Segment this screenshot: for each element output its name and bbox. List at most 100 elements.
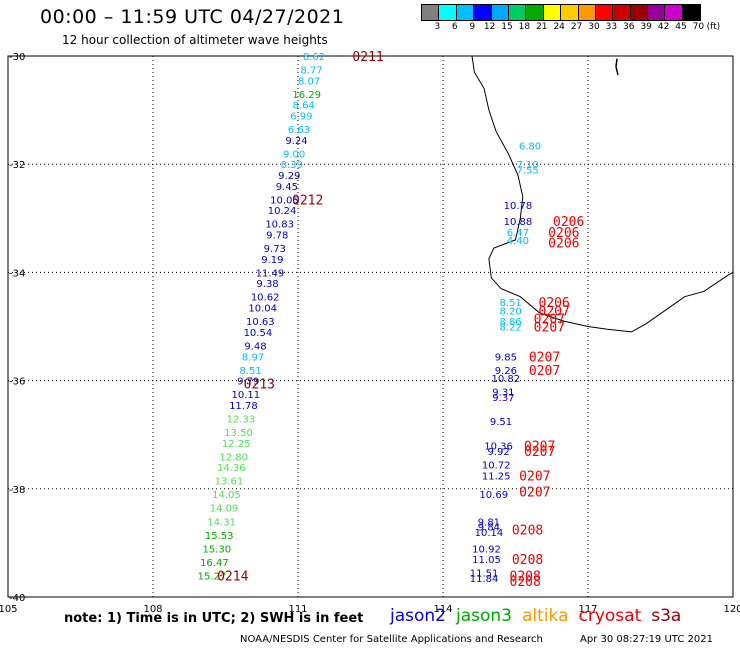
wave-height-label: 10.11 (231, 390, 260, 401)
wave-height-label: 11.05 (472, 555, 501, 566)
pass-id-label: 0206 (539, 296, 570, 311)
wave-height-label: 11.25 (482, 471, 511, 482)
wave-height-label: 9.24 (285, 136, 307, 147)
wave-height-label: 13.61 (215, 477, 244, 488)
wave-height-label: 12.33 (227, 414, 256, 425)
wave-height-label: 8.07 (298, 76, 320, 87)
pass-id-label: 0212 (292, 193, 323, 208)
color-scale-label: 42 (657, 22, 670, 32)
wave-height-label: 11.84 (470, 574, 499, 585)
y-tick-label: -38 (9, 485, 25, 496)
color-scale-swatches (421, 4, 702, 21)
wave-height-label: 10.83 (265, 220, 294, 231)
color-swatch (508, 5, 527, 20)
color-scale-label: 70 (692, 22, 705, 32)
wave-height-label: 6.63 (288, 125, 310, 136)
wave-height-label: 9.38 (256, 279, 278, 290)
pass-id-label: 0208 (512, 523, 543, 538)
x-tick-label: 108 (143, 604, 162, 615)
wave-height-label: 9.92 (487, 447, 509, 458)
pass-id-label: 0208 (510, 575, 541, 590)
color-scale-label: 15 (501, 22, 513, 32)
wave-height-label: 6.47 (507, 228, 529, 239)
x-tick-label: 105 (0, 604, 18, 615)
wave-height-label: 6.99 (290, 112, 312, 123)
satellite-s3a: s3a (651, 606, 682, 626)
x-tick-label: 120 (723, 604, 740, 615)
color-scale-label: 12 (483, 22, 496, 32)
color-scale-unit: (ft) (706, 22, 721, 32)
wave-height-label: 14.09 (210, 504, 239, 515)
y-tick-label: -32 (9, 160, 25, 171)
wave-height-label: 10.54 (244, 328, 273, 339)
wave-height-label: 7.55 (516, 166, 538, 177)
color-swatch (665, 5, 683, 20)
y-tick-label: -34 (9, 268, 25, 279)
color-scale-label: 45 (675, 22, 687, 32)
color-scale-label: 30 (588, 22, 600, 32)
x-tick-label: 114 (433, 604, 452, 615)
wave-height-label: 9.51 (490, 417, 512, 428)
wave-height-label: 14.05 (212, 490, 241, 501)
wave-height-label: 10.62 (251, 293, 280, 304)
wave-height-label: 15.27 (198, 571, 227, 582)
wave-height-label: 10.14 (475, 528, 504, 539)
color-swatch (439, 5, 457, 20)
pass-labels: 0211021202130214020602060206020602070207… (217, 50, 584, 590)
wave-height-label: 4.40 (507, 236, 529, 247)
y-tick-label: -36 (9, 377, 25, 388)
color-swatch (630, 5, 649, 20)
credit-timestamp: Apr 30 08:27:19 UTC 2021 (580, 634, 713, 645)
wave-height-label: 10.63 (246, 317, 275, 328)
color-scale-label: 27 (570, 22, 583, 32)
map-frame (7, 55, 734, 598)
wave-height-label: 8.39 (281, 160, 303, 171)
color-scale-label: 18 (518, 22, 531, 32)
pass-id-label: 0207 (524, 445, 555, 460)
wave-height-label: 9.48 (244, 341, 266, 352)
pass-id-label: 0208 (512, 553, 543, 568)
pass-id-label: 0207 (519, 486, 550, 501)
wave-height-label: 9.31 (492, 387, 514, 398)
wave-height-label: 9.73 (264, 244, 286, 255)
color-scale-legend: 3 6 9 12 15 18 21 24 27 30 33 36 39 42 45 70 (ft) (421, 4, 720, 35)
wave-height-label: 15.30 (202, 544, 231, 555)
coastline (471, 55, 734, 333)
pass-id-label: 0207 (524, 440, 555, 455)
wave-height-label: 9.37 (492, 393, 514, 404)
color-scale-label: 39 (640, 22, 652, 32)
color-scale-label: 33 (605, 22, 618, 32)
x-tick-label: 111 (288, 604, 307, 615)
wave-height-label: 15.53 (205, 531, 234, 542)
color-swatch (474, 5, 492, 20)
satellite-altika: altika (522, 606, 569, 626)
wave-height-label: 10.04 (248, 304, 277, 315)
wave-height-label: 9.45 (276, 182, 298, 193)
y-tick-label: -30 (9, 52, 25, 63)
pass-id-label: 0207 (529, 350, 560, 365)
wave-height-label: 8.20 (500, 306, 522, 317)
color-swatch (595, 5, 614, 20)
wave-height-label: 10.36 (484, 442, 513, 453)
wave-height-label: 10.69 (479, 490, 508, 501)
pass-id-label: 0211 (352, 50, 383, 65)
wave-height-label: 8.64 (293, 101, 315, 112)
satellite-legend: jason2 jason3 altika cryosat s3a (390, 606, 691, 626)
color-swatch (613, 5, 631, 20)
pass-id-label: 0207 (539, 304, 570, 319)
page-title: 00:00 – 11:59 UTC 04/27/2021 (40, 6, 345, 28)
wave-height-label: 9.19 (261, 255, 283, 266)
wave-height-label: 11.78 (229, 401, 258, 412)
wave-height-label: 8.51 (240, 366, 262, 377)
color-swatch (422, 5, 440, 20)
wave-height-label: 10.88 (504, 217, 533, 228)
wave-height-label: 10.72 (482, 460, 511, 471)
wave-height-label: 8.22 (500, 323, 522, 334)
color-swatch (578, 5, 596, 20)
footer-note: note: 1) Time is in UTC; 2) SWH is in fe… (64, 611, 364, 626)
axis-ticks: 105 108 111 114 117 120 -30 -32 -34 -36 -38 -40 (0, 52, 740, 615)
wave-height-label: 9.29 (278, 171, 300, 182)
color-swatch (491, 5, 509, 20)
wave-height-label: 10.82 (492, 374, 521, 385)
wave-height-label: 7.10 (516, 160, 538, 171)
